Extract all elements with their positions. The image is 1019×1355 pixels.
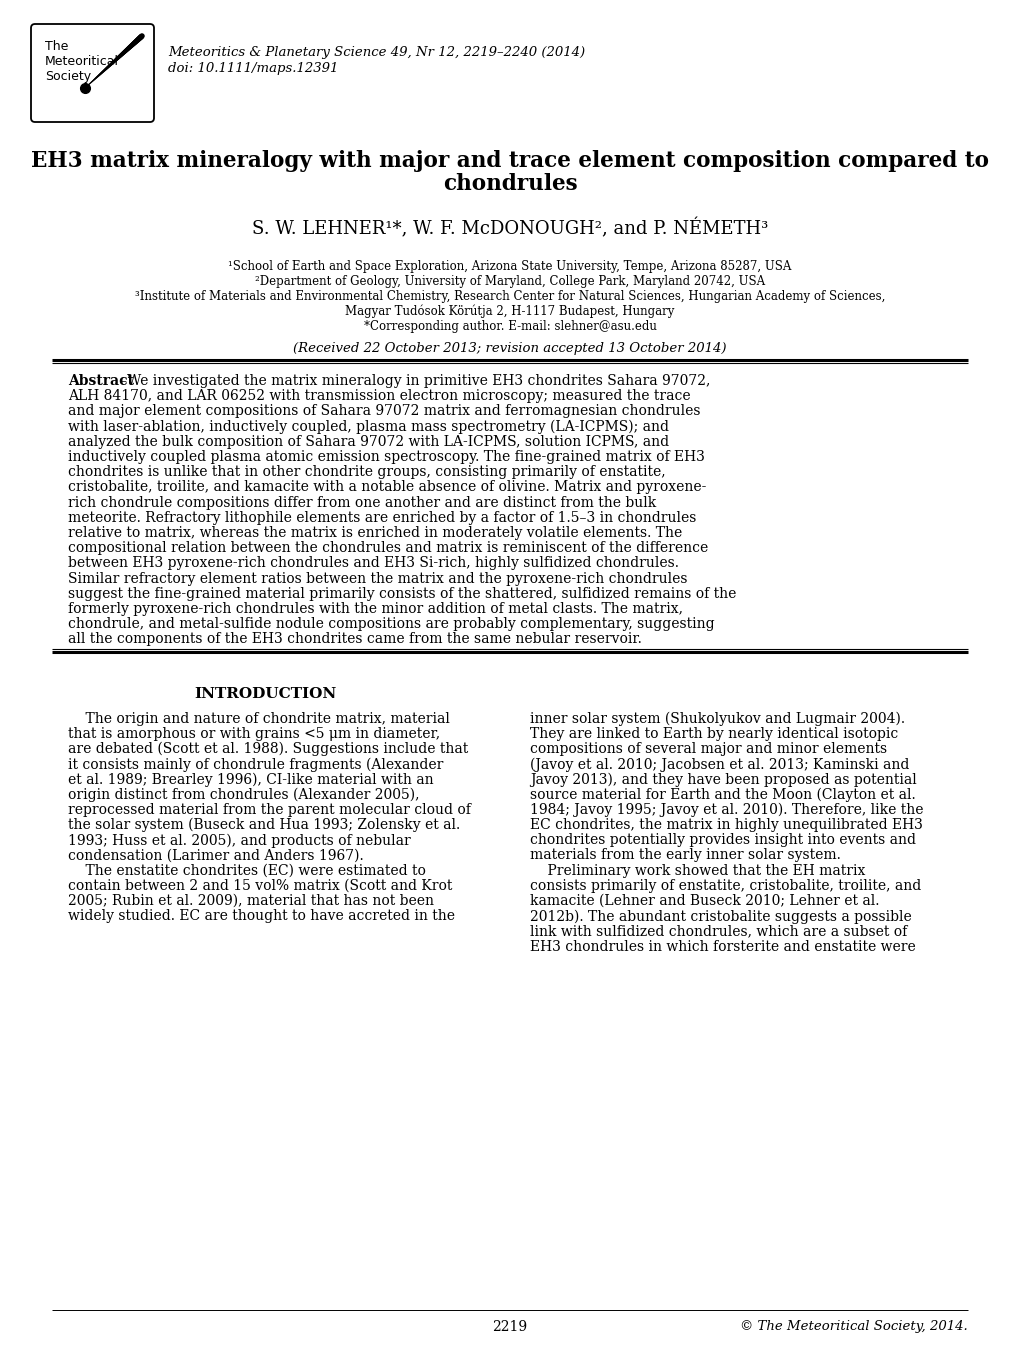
Text: link with sulfidized chondrules, which are a subset of: link with sulfidized chondrules, which a… bbox=[530, 924, 906, 939]
Text: 2219: 2219 bbox=[492, 1320, 527, 1335]
Text: chondrites is unlike that in other chondrite groups, consisting primarily of ens: chondrites is unlike that in other chond… bbox=[68, 465, 665, 480]
Text: condensation (Larimer and Anders 1967).: condensation (Larimer and Anders 1967). bbox=[68, 848, 364, 862]
Text: 2005; Rubin et al. 2009), material that has not been: 2005; Rubin et al. 2009), material that … bbox=[68, 894, 433, 908]
Text: 1993; Huss et al. 2005), and products of nebular: 1993; Huss et al. 2005), and products of… bbox=[68, 833, 411, 848]
Text: analyzed the bulk composition of Sahara 97072 with LA-ICPMS, solution ICPMS, and: analyzed the bulk composition of Sahara … bbox=[68, 435, 668, 449]
Text: doi: 10.1111/maps.12391: doi: 10.1111/maps.12391 bbox=[168, 62, 338, 75]
Text: chondrule, and metal-sulfide nodule compositions are probably complementary, sug: chondrule, and metal-sulfide nodule comp… bbox=[68, 617, 714, 631]
FancyBboxPatch shape bbox=[31, 24, 154, 122]
Text: The: The bbox=[45, 41, 68, 53]
Text: © The Meteoritical Society, 2014.: © The Meteoritical Society, 2014. bbox=[740, 1320, 967, 1333]
Text: ALH 84170, and LAR 06252 with transmission electron microscopy; measured the tra: ALH 84170, and LAR 06252 with transmissi… bbox=[68, 389, 690, 404]
Text: formerly pyroxene-rich chondrules with the minor addition of metal clasts. The m: formerly pyroxene-rich chondrules with t… bbox=[68, 602, 683, 617]
Text: *Corresponding author. E-mail: slehner@asu.edu: *Corresponding author. E-mail: slehner@a… bbox=[363, 320, 656, 333]
Text: chondrites potentially provides insight into events and: chondrites potentially provides insight … bbox=[530, 833, 915, 847]
Text: ¹School of Earth and Space Exploration, Arizona State University, Tempe, Arizona: ¹School of Earth and Space Exploration, … bbox=[228, 260, 791, 272]
Text: that is amorphous or with grains <5 μm in diameter,: that is amorphous or with grains <5 μm i… bbox=[68, 726, 439, 741]
Text: Society: Society bbox=[45, 70, 91, 83]
Text: 2012b). The abundant cristobalite suggests a possible: 2012b). The abundant cristobalite sugges… bbox=[530, 909, 911, 924]
Text: (Javoy et al. 2010; Jacobsen et al. 2013; Kaminski and: (Javoy et al. 2010; Jacobsen et al. 2013… bbox=[530, 757, 909, 771]
Text: relative to matrix, whereas the matrix is enriched in moderately volatile elemen: relative to matrix, whereas the matrix i… bbox=[68, 526, 682, 541]
Text: Preliminary work showed that the EH matrix: Preliminary work showed that the EH matr… bbox=[530, 863, 864, 878]
Text: with laser-ablation, inductively coupled, plasma mass spectrometry (LA-ICPMS); a: with laser-ablation, inductively coupled… bbox=[68, 420, 668, 434]
Text: 1984; Javoy 1995; Javoy et al. 2010). Therefore, like the: 1984; Javoy 1995; Javoy et al. 2010). Th… bbox=[530, 802, 922, 817]
Text: EC chondrites, the matrix in highly unequilibrated EH3: EC chondrites, the matrix in highly uneq… bbox=[530, 818, 922, 832]
Text: Magyar Tudósok Körútja 2, H-1117 Budapest, Hungary: Magyar Tudósok Körútja 2, H-1117 Budapes… bbox=[345, 305, 674, 318]
Text: all the components of the EH3 chondrites came from the same nebular reservoir.: all the components of the EH3 chondrites… bbox=[68, 633, 641, 646]
Text: source material for Earth and the Moon (Clayton et al.: source material for Earth and the Moon (… bbox=[530, 787, 915, 802]
Text: between EH3 pyroxene-rich chondrules and EH3 Si-rich, highly sulfidized chondrul: between EH3 pyroxene-rich chondrules and… bbox=[68, 557, 679, 570]
Text: are debated (Scott et al. 1988). Suggestions include that: are debated (Scott et al. 1988). Suggest… bbox=[68, 743, 468, 756]
Text: chondrules: chondrules bbox=[442, 173, 577, 195]
Text: widely studied. EC are thought to have accreted in the: widely studied. EC are thought to have a… bbox=[68, 909, 454, 923]
Text: (Received 22 October 2013; revision accepted 13 October 2014): (Received 22 October 2013; revision acce… bbox=[293, 341, 727, 355]
Text: the solar system (Buseck and Hua 1993; Zolensky et al.: the solar system (Buseck and Hua 1993; Z… bbox=[68, 818, 460, 832]
Text: inner solar system (Shukolyukov and Lugmair 2004).: inner solar system (Shukolyukov and Lugm… bbox=[530, 711, 904, 726]
Text: et al. 1989; Brearley 1996), CI-like material with an: et al. 1989; Brearley 1996), CI-like mat… bbox=[68, 772, 433, 787]
Text: rich chondrule compositions differ from one another and are distinct from the bu: rich chondrule compositions differ from … bbox=[68, 496, 655, 509]
Text: Abstract: Abstract bbox=[68, 374, 133, 388]
Text: EH3 matrix mineralogy with major and trace element composition compared to: EH3 matrix mineralogy with major and tra… bbox=[31, 150, 988, 172]
Text: compositions of several major and minor elements: compositions of several major and minor … bbox=[530, 743, 887, 756]
Text: Meteoritical: Meteoritical bbox=[45, 56, 119, 68]
Text: and major element compositions of Sahara 97072 matrix and ferromagnesian chondru: and major element compositions of Sahara… bbox=[68, 404, 700, 419]
Text: suggest the fine-grained material primarily consists of the shattered, sulfidize: suggest the fine-grained material primar… bbox=[68, 587, 736, 600]
Text: meteorite. Refractory lithophile elements are enriched by a factor of 1.5–3 in c: meteorite. Refractory lithophile element… bbox=[68, 511, 696, 524]
Text: consists primarily of enstatite, cristobalite, troilite, and: consists primarily of enstatite, cristob… bbox=[530, 879, 920, 893]
Text: EH3 chondrules in which forsterite and enstatite were: EH3 chondrules in which forsterite and e… bbox=[530, 939, 915, 954]
Text: contain between 2 and 15 vol% matrix (Scott and Krot: contain between 2 and 15 vol% matrix (Sc… bbox=[68, 879, 452, 893]
Text: Similar refractory element ratios between the matrix and the pyroxene-rich chond: Similar refractory element ratios betwee… bbox=[68, 572, 687, 585]
Text: it consists mainly of chondrule fragments (Alexander: it consists mainly of chondrule fragment… bbox=[68, 757, 443, 771]
Text: S. W. LEHNER¹*, W. F. McDONOUGH², and P. NÉMETH³: S. W. LEHNER¹*, W. F. McDONOUGH², and P.… bbox=[252, 218, 767, 238]
Text: They are linked to Earth by nearly identical isotopic: They are linked to Earth by nearly ident… bbox=[530, 726, 898, 741]
Text: Javoy 2013), and they have been proposed as potential: Javoy 2013), and they have been proposed… bbox=[530, 772, 916, 787]
Text: INTRODUCTION: INTRODUCTION bbox=[194, 687, 336, 701]
Text: –We investigated the matrix mineralogy in primitive EH3 chondrites Sahara 97072,: –We investigated the matrix mineralogy i… bbox=[120, 374, 709, 388]
Text: The origin and nature of chondrite matrix, material: The origin and nature of chondrite matri… bbox=[68, 711, 449, 725]
Text: materials from the early inner solar system.: materials from the early inner solar sys… bbox=[530, 848, 840, 862]
Text: cristobalite, troilite, and kamacite with a notable absence of olivine. Matrix a: cristobalite, troilite, and kamacite wit… bbox=[68, 481, 706, 495]
Text: compositional relation between the chondrules and matrix is reminiscent of the d: compositional relation between the chond… bbox=[68, 541, 707, 556]
Text: origin distinct from chondrules (Alexander 2005),: origin distinct from chondrules (Alexand… bbox=[68, 787, 419, 802]
Text: kamacite (Lehner and Buseck 2010; Lehner et al.: kamacite (Lehner and Buseck 2010; Lehner… bbox=[530, 894, 878, 908]
Text: The enstatite chondrites (EC) were estimated to: The enstatite chondrites (EC) were estim… bbox=[68, 863, 426, 878]
Text: inductively coupled plasma atomic emission spectroscopy. The fine-grained matrix: inductively coupled plasma atomic emissi… bbox=[68, 450, 704, 463]
Text: Meteoritics & Planetary Science 49, Nr 12, 2219–2240 (2014): Meteoritics & Planetary Science 49, Nr 1… bbox=[168, 46, 585, 60]
Text: ³Institute of Materials and Environmental Chemistry, Research Center for Natural: ³Institute of Materials and Environmenta… bbox=[135, 290, 884, 304]
Text: ²Department of Geology, University of Maryland, College Park, Maryland 20742, US: ²Department of Geology, University of Ma… bbox=[255, 275, 764, 289]
Text: reprocessed material from the parent molecular cloud of: reprocessed material from the parent mol… bbox=[68, 802, 471, 817]
